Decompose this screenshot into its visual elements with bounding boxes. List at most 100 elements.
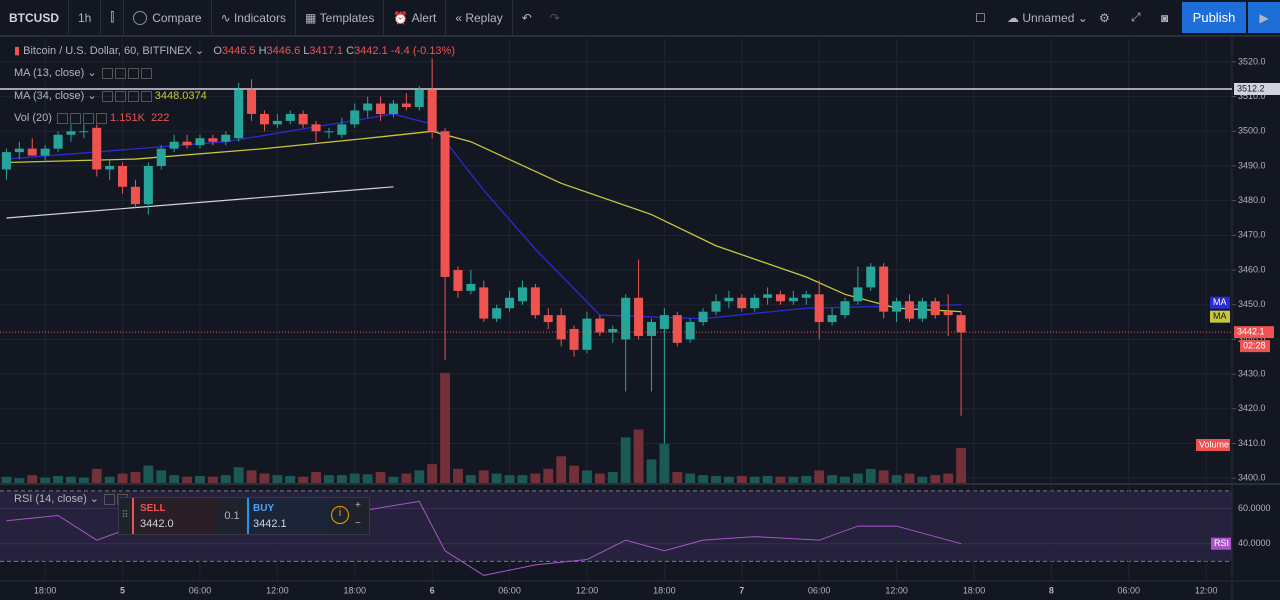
quantity[interactable]: 0.1	[224, 510, 240, 522]
y-tick-label: 40.0000	[1238, 538, 1271, 548]
candle-body	[401, 103, 411, 108]
price-tag: 3512.2	[1237, 83, 1265, 93]
study-value: 222	[151, 112, 170, 124]
play-button[interactable]: ▶	[1248, 2, 1280, 33]
volume-bar	[91, 468, 102, 483]
volume-bar	[169, 475, 180, 483]
candle-body	[634, 297, 644, 336]
candle-body	[337, 124, 347, 135]
candle-body	[453, 270, 463, 291]
volume-bar	[311, 471, 321, 483]
label: Indicators	[233, 10, 286, 25]
separator	[123, 0, 125, 35]
templates-button[interactable]: ▦ Templates	[304, 10, 375, 25]
separator	[100, 0, 102, 35]
ohlc-value: 3446.6	[266, 45, 301, 57]
volume-bar	[788, 476, 799, 483]
study-value: 3448.0374	[154, 90, 207, 102]
y-tick-label: 3450.0	[1238, 299, 1266, 309]
candle-body	[285, 113, 295, 121]
undo[interactable]: ↶	[521, 10, 532, 25]
interval[interactable]: 1h	[78, 10, 92, 25]
y-tick-label: 3430.0	[1238, 368, 1266, 378]
study-legend[interactable]: Vol (20) 1.151K 222	[14, 112, 169, 124]
candle-body	[247, 89, 257, 114]
separator	[294, 0, 296, 35]
candle-body	[904, 301, 915, 319]
settings[interactable]: ⚙	[1099, 10, 1110, 25]
publish-button[interactable]: Publish	[1182, 2, 1246, 33]
fullscreen-toggle[interactable]: ☐	[975, 10, 986, 25]
indicators-button[interactable]: ∿ Indicators	[220, 10, 286, 25]
collapse[interactable]: −	[355, 518, 361, 529]
x-tick-label: 7	[739, 585, 744, 595]
candle-body	[788, 297, 798, 302]
drag-handle[interactable]: ⠿	[121, 510, 129, 521]
candle-body	[259, 113, 269, 125]
volume-bar	[865, 468, 876, 483]
candle-body	[750, 297, 760, 309]
volume-tag: Volume	[1199, 439, 1229, 449]
ohlc-value: 3442.1	[354, 45, 388, 57]
rsi-legend[interactable]: RSI (14, close) ⌄	[14, 492, 129, 505]
volume-bar	[117, 473, 128, 483]
maximize[interactable]: ⤢	[1131, 10, 1141, 24]
buy-button[interactable]: BUY 3442.1	[247, 498, 329, 534]
sell-button[interactable]: SELL 3442.0	[132, 498, 218, 534]
symbol[interactable]: BTCUSD	[9, 10, 59, 25]
x-tick-label: 6	[430, 585, 435, 595]
ohlc-key: H	[258, 45, 267, 57]
volume-bar	[143, 465, 154, 483]
change-percent: (-0.13%)	[412, 45, 455, 57]
volume-bar	[259, 473, 270, 483]
layout-button[interactable]: ☁ Unnamed ⌄	[1007, 10, 1088, 25]
volume-bar	[569, 465, 579, 483]
moving-average	[6, 130, 962, 313]
rsi-tag-box	[1211, 537, 1231, 550]
separator	[210, 0, 212, 35]
alert-button[interactable]: ⏰ Alert	[393, 10, 437, 25]
volume-bar	[130, 471, 141, 483]
info-icon[interactable]: i	[331, 506, 349, 524]
buy-label: BUY	[253, 503, 275, 514]
study-legend[interactable]: MA (34, close) ⌄ 3448.0374	[14, 90, 207, 102]
symbol-title: Bitcoin / U.S. Dollar, 60, BITFINEX	[23, 45, 192, 57]
redo[interactable]: ↷	[549, 10, 560, 25]
volume-bar	[336, 475, 347, 483]
study-name: MA (34, close)	[14, 90, 85, 102]
volume-bar	[620, 437, 631, 483]
study-legend[interactable]: MA (13, close) ⌄	[14, 66, 152, 79]
volume-bar	[943, 473, 954, 483]
volume-bar	[220, 475, 231, 483]
volume-bar	[401, 473, 412, 483]
candle-body	[234, 89, 244, 139]
volume-bar	[440, 372, 450, 483]
candle-body	[324, 131, 334, 133]
y-tick-label: 60.0000	[1238, 503, 1271, 513]
icon	[133, 10, 148, 25]
volume-bar	[517, 475, 528, 483]
volume-bar	[414, 470, 425, 483]
price-tag: 3442.1	[1237, 326, 1265, 336]
expand[interactable]: +	[355, 500, 361, 511]
x-tick-label: 06:00	[1118, 585, 1141, 595]
replay-button[interactable]: « Replay	[455, 10, 503, 25]
moving-average	[6, 113, 962, 320]
candle-body	[763, 294, 773, 298]
volume-bar	[182, 476, 192, 483]
candle-body	[182, 141, 192, 146]
volume-bar	[104, 476, 115, 483]
volume-bar	[375, 471, 386, 483]
x-tick-label: 18:00	[653, 585, 676, 595]
compare-button[interactable]: Compare	[124, 0, 210, 35]
candle-body	[92, 127, 102, 170]
price-tag-box	[1234, 326, 1274, 339]
chart-style[interactable]: ⫿	[110, 10, 115, 24]
candle-body	[105, 165, 115, 170]
x-tick-label: 12:00	[885, 585, 908, 595]
candle-body	[711, 301, 721, 312]
volume-bar	[233, 467, 244, 483]
volume-bar	[659, 443, 670, 483]
snapshot[interactable]: ◙	[1161, 10, 1169, 25]
